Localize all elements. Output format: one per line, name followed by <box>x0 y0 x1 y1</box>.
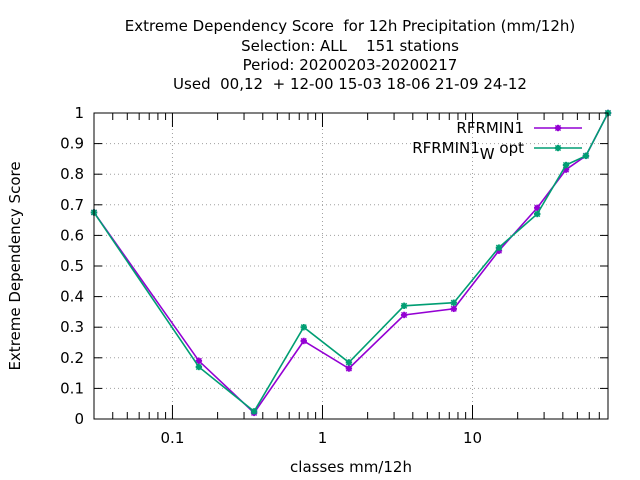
y-tick-label: 0.9 <box>60 135 84 153</box>
y-tick-label: 1 <box>74 104 84 122</box>
marker-d2 <box>195 357 202 364</box>
marker-d2 <box>495 244 503 251</box>
marker-d2 <box>554 144 562 152</box>
marker-d2 <box>401 311 408 319</box>
data-point <box>400 311 408 319</box>
data-point <box>195 363 203 371</box>
data-point <box>300 337 307 345</box>
data-point <box>534 210 541 218</box>
data-point <box>195 357 203 365</box>
marker-d2 <box>250 408 258 415</box>
plot-frame <box>93 112 609 420</box>
axis-ticks: 0 0.1 0.2 0.3 0.4 0.5 0.6 0.7 0.8 0.9 1 0.1 1 10 <box>60 104 609 447</box>
marker-d2 <box>300 324 307 331</box>
data-point <box>450 299 457 306</box>
legend-label-1: RFRMIN1 <box>456 119 524 137</box>
y-axis-label: Extreme Dependency Score <box>6 161 24 370</box>
y-tick-label: 0.2 <box>60 349 84 367</box>
legend: RFRMIN1 RFRMIN1W opt <box>412 119 582 163</box>
grid <box>94 113 608 419</box>
marker-d2 <box>450 305 457 312</box>
chart-title-line-3: Period: 20200203-20200217 <box>242 56 458 74</box>
legend-marker-1 <box>554 124 562 132</box>
series-1 <box>90 109 612 417</box>
chart-title-line-2: Selection: ALL 151 stations <box>241 37 459 55</box>
y-tick-label: 0.4 <box>60 288 84 306</box>
marker-d2 <box>554 124 562 132</box>
data-point <box>345 359 353 366</box>
data-point <box>582 152 590 160</box>
y-tick-label: 0.7 <box>60 196 84 214</box>
marker-d2 <box>300 337 307 345</box>
marker-d2 <box>195 363 202 371</box>
marker-d2 <box>534 204 541 211</box>
data-point <box>562 161 570 169</box>
y-tick-label: 0.6 <box>60 226 84 244</box>
data-point <box>300 324 307 331</box>
marker-d2 <box>534 210 541 218</box>
marker-d2 <box>450 299 457 306</box>
marker-d2 <box>345 359 352 366</box>
series-line-2 <box>93 112 609 413</box>
marker-d2 <box>582 152 590 159</box>
x-tick-label: 10 <box>463 429 482 447</box>
y-tick-label: 0.8 <box>60 165 84 183</box>
y-tick-label: 0.1 <box>60 379 84 397</box>
x-tick-label: 1 <box>318 429 328 447</box>
y-tick-label: 0.3 <box>60 318 84 336</box>
chart-title-line-4: Used 00,12 + 12-00 15-03 18-06 21-09 24-… <box>173 75 527 93</box>
marker-d2 <box>562 161 570 169</box>
data-point <box>400 302 408 309</box>
data-point <box>450 305 457 313</box>
marker-d2 <box>562 166 570 173</box>
chart-title-line-1: Extreme Dependency Score for 12h Precipi… <box>124 17 576 35</box>
marker-d2 <box>345 365 352 372</box>
legend-marker-2 <box>554 144 562 152</box>
y-tick-label: 0 <box>74 410 84 428</box>
series-lines <box>90 109 612 417</box>
data-point <box>345 365 353 372</box>
legend-label-2: RFRMIN1W opt <box>412 139 524 163</box>
x-axis-label: classes mm/12h <box>290 458 412 476</box>
x-tick-label: 0.1 <box>161 429 185 447</box>
data-point <box>495 244 503 251</box>
marker-d2 <box>401 302 408 309</box>
data-point <box>250 408 258 415</box>
y-tick-label: 0.5 <box>60 257 84 275</box>
